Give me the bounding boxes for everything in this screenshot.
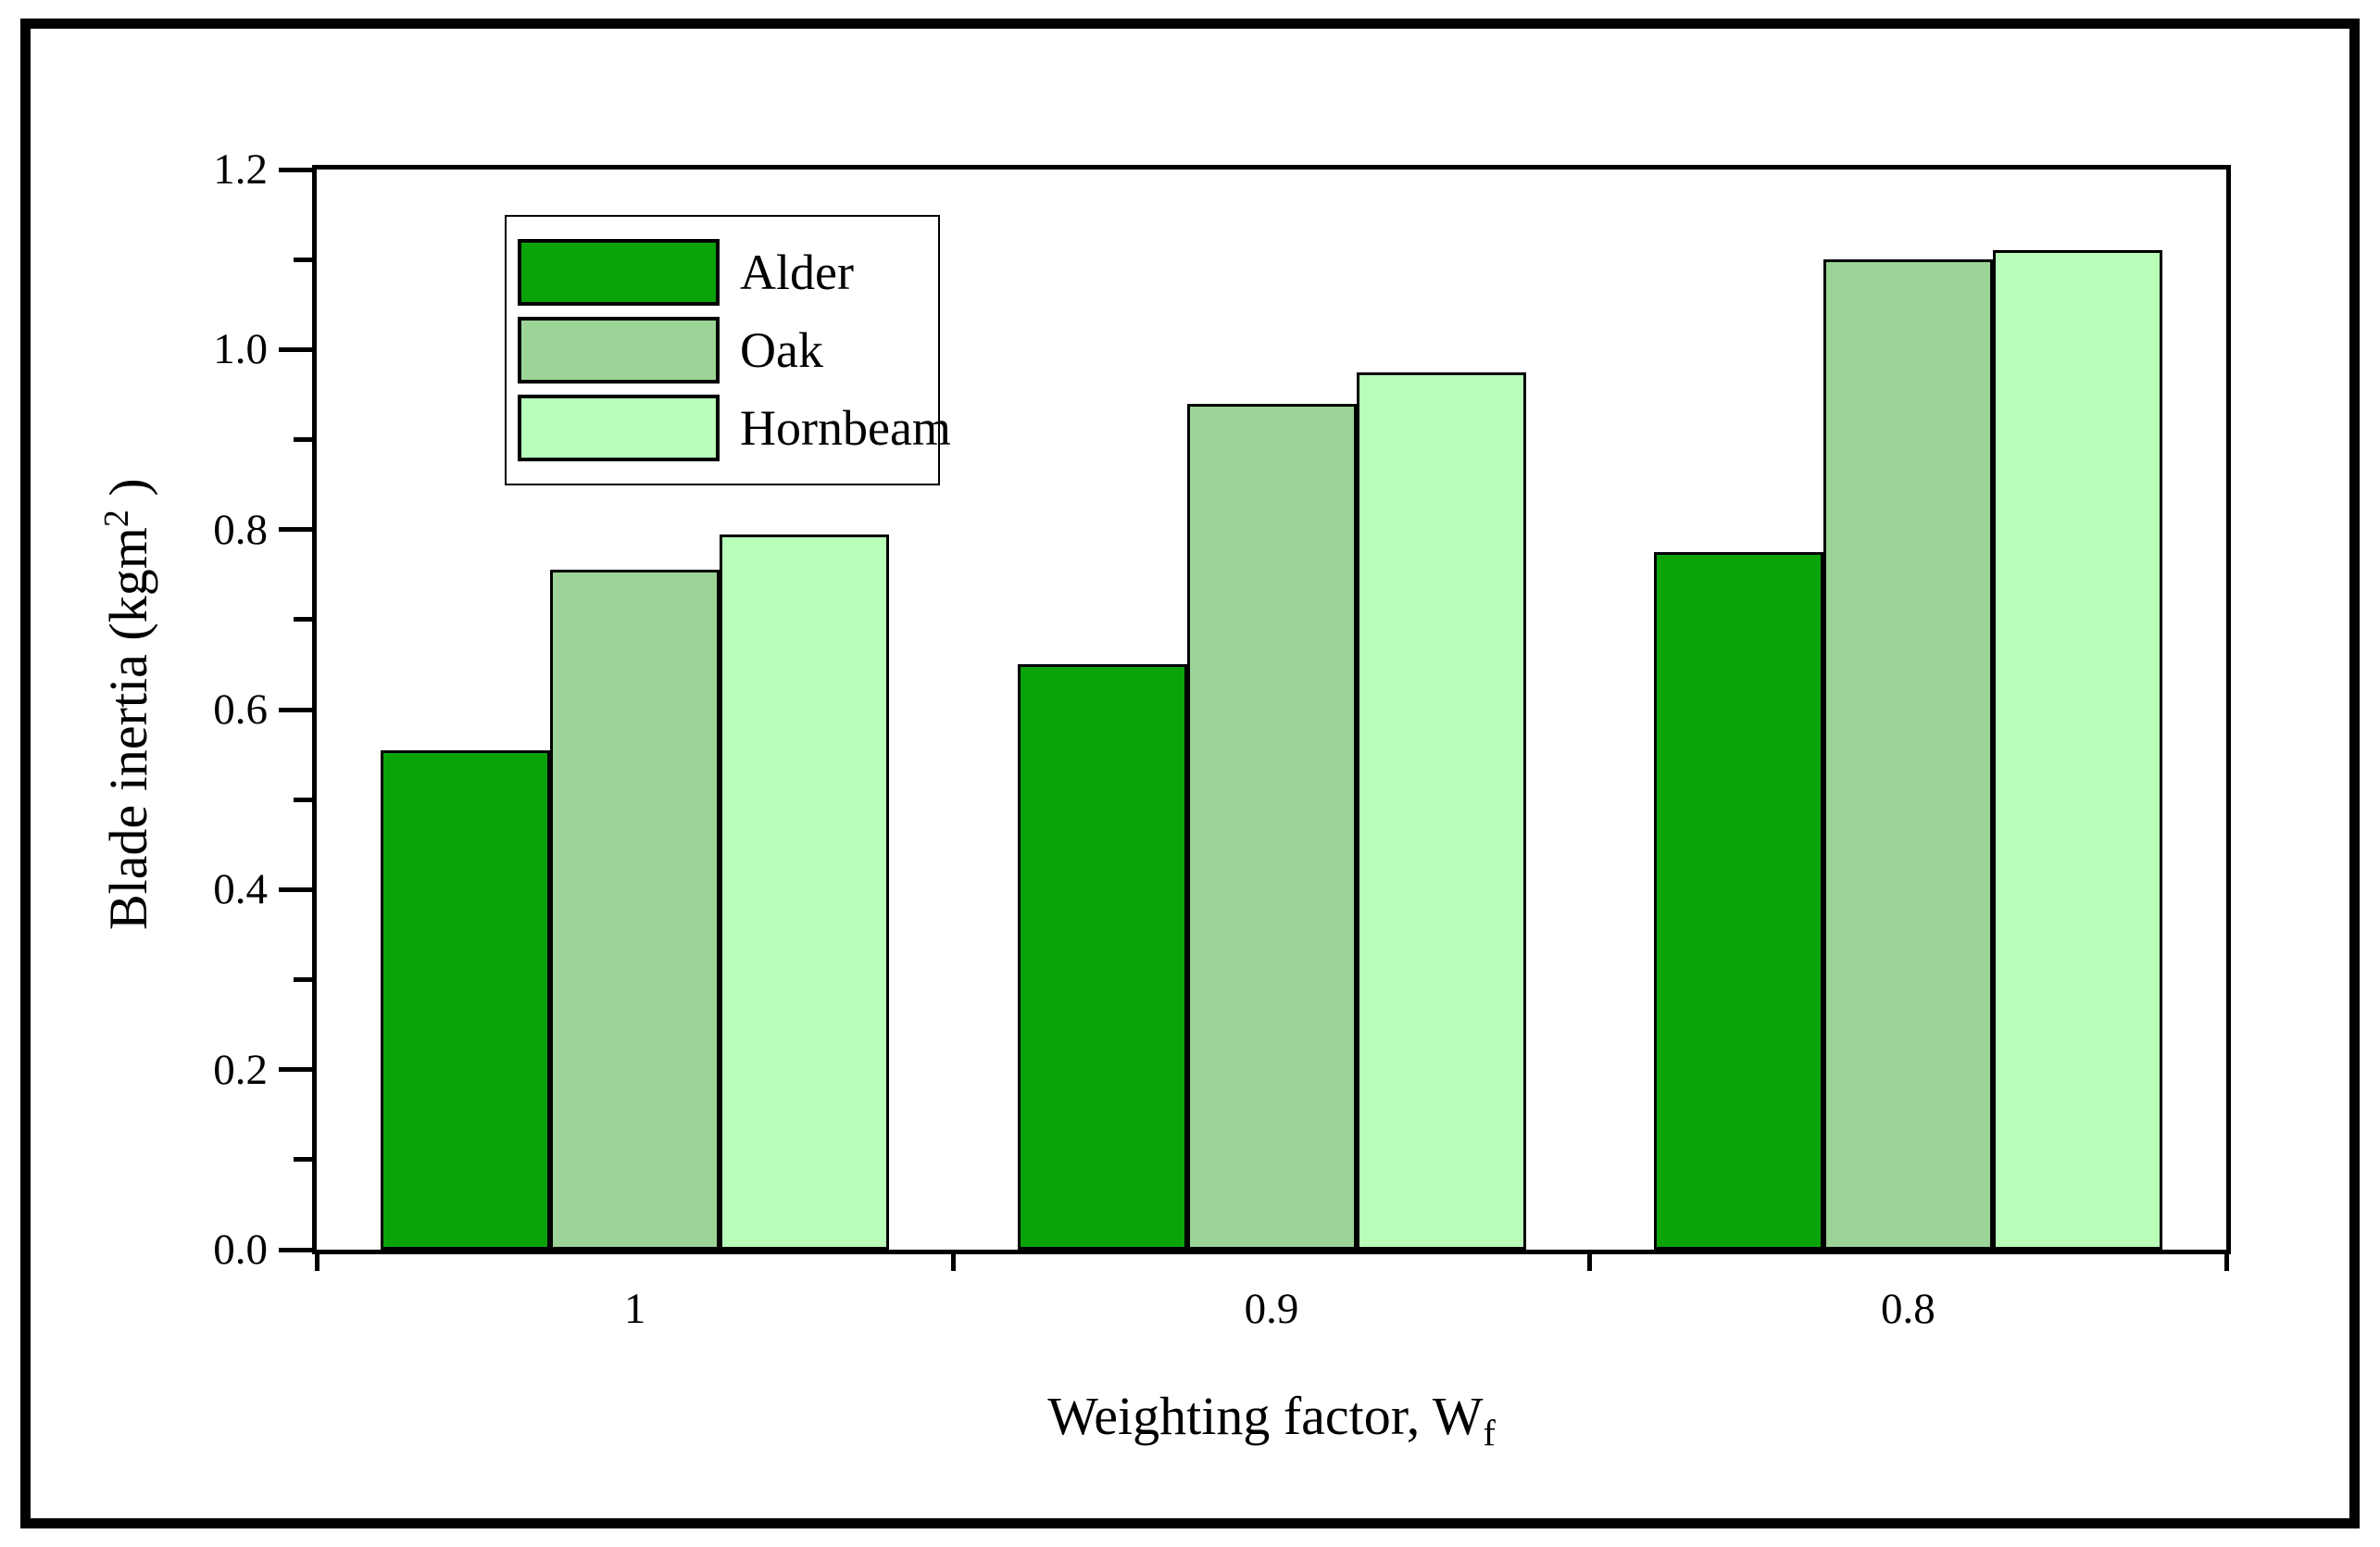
legend-label-oak: Oak <box>740 322 823 378</box>
figure-border <box>20 19 2360 1528</box>
bar-hornbeam-1 <box>720 534 890 1250</box>
y-axis-minor-tick <box>294 257 312 262</box>
legend-swatch-alder <box>518 239 720 306</box>
x-axis-tick-label: 0.8 <box>1880 1285 1935 1333</box>
y-axis-major-tick <box>279 887 312 892</box>
bar-alder-1 <box>381 749 551 1250</box>
y-axis-major-tick <box>279 1067 312 1073</box>
y-axis-title-text: Blade inertia (kgm <box>98 527 159 931</box>
y-axis-tick-label: 1.0 <box>213 325 268 374</box>
x-axis-tick-label: 1 <box>623 1285 646 1333</box>
y-axis-major-tick <box>279 707 312 712</box>
y-axis-minor-tick <box>294 1157 312 1163</box>
y-axis-minor-tick <box>294 977 312 982</box>
y-axis-major-tick <box>279 346 312 352</box>
bar-hornbeam-0.9 <box>1356 371 1526 1250</box>
y-axis-minor-tick <box>294 797 312 802</box>
y-axis-major-tick <box>279 1247 312 1252</box>
x-axis-title: Weighting factor, Wf <box>716 1385 1827 1455</box>
bar-alder-0.9 <box>1017 664 1187 1250</box>
bar-oak-0.8 <box>1823 259 1993 1250</box>
y-axis-major-tick <box>279 527 312 533</box>
legend-row-oak: Oak <box>518 317 927 384</box>
y-axis-tick-label: 0.4 <box>213 865 268 914</box>
y-axis-tick-label: 1.2 <box>213 145 268 194</box>
y-axis-tick-label: 0.6 <box>213 685 268 734</box>
bar-hornbeam-0.8 <box>1992 250 2162 1250</box>
x-axis-tick-label: 0.9 <box>1244 1285 1299 1333</box>
x-axis-tick <box>1587 1254 1593 1271</box>
y-axis-minor-tick <box>294 437 312 442</box>
legend-swatch-oak <box>518 317 720 384</box>
x-axis-title-text: Weighting factor, W <box>1047 1386 1484 1446</box>
legend-row-hornbeam: Hornbeam <box>518 395 951 461</box>
bar-alder-0.8 <box>1653 551 1823 1250</box>
y-axis-title-superscript: 2 <box>96 509 136 528</box>
x-axis-tick <box>2223 1254 2229 1271</box>
legend-row-alder: Alder <box>518 239 927 306</box>
y-axis-major-tick <box>279 167 312 172</box>
legend-label-alder: Alder <box>740 245 854 300</box>
x-axis-tick <box>314 1254 319 1271</box>
legend-swatch-hornbeam <box>518 395 720 461</box>
y-axis-tick-label: 0.2 <box>213 1045 268 1094</box>
y-axis-tick-label: 0.8 <box>213 505 268 554</box>
x-axis-title-subscript: f <box>1483 1412 1496 1454</box>
bar-oak-1 <box>550 570 720 1250</box>
x-axis-tick <box>950 1254 956 1271</box>
bar-oak-0.9 <box>1186 403 1357 1250</box>
y-axis-title-close: ) <box>98 478 159 510</box>
legend-label-hornbeam: Hornbeam <box>740 400 951 456</box>
y-axis-minor-tick <box>294 617 312 623</box>
y-axis-tick-label: 0.0 <box>213 1226 268 1274</box>
y-axis-title: Blade inertia (kgm2 ) <box>96 287 159 1121</box>
legend: Alder Oak Hornbeam <box>505 215 951 485</box>
